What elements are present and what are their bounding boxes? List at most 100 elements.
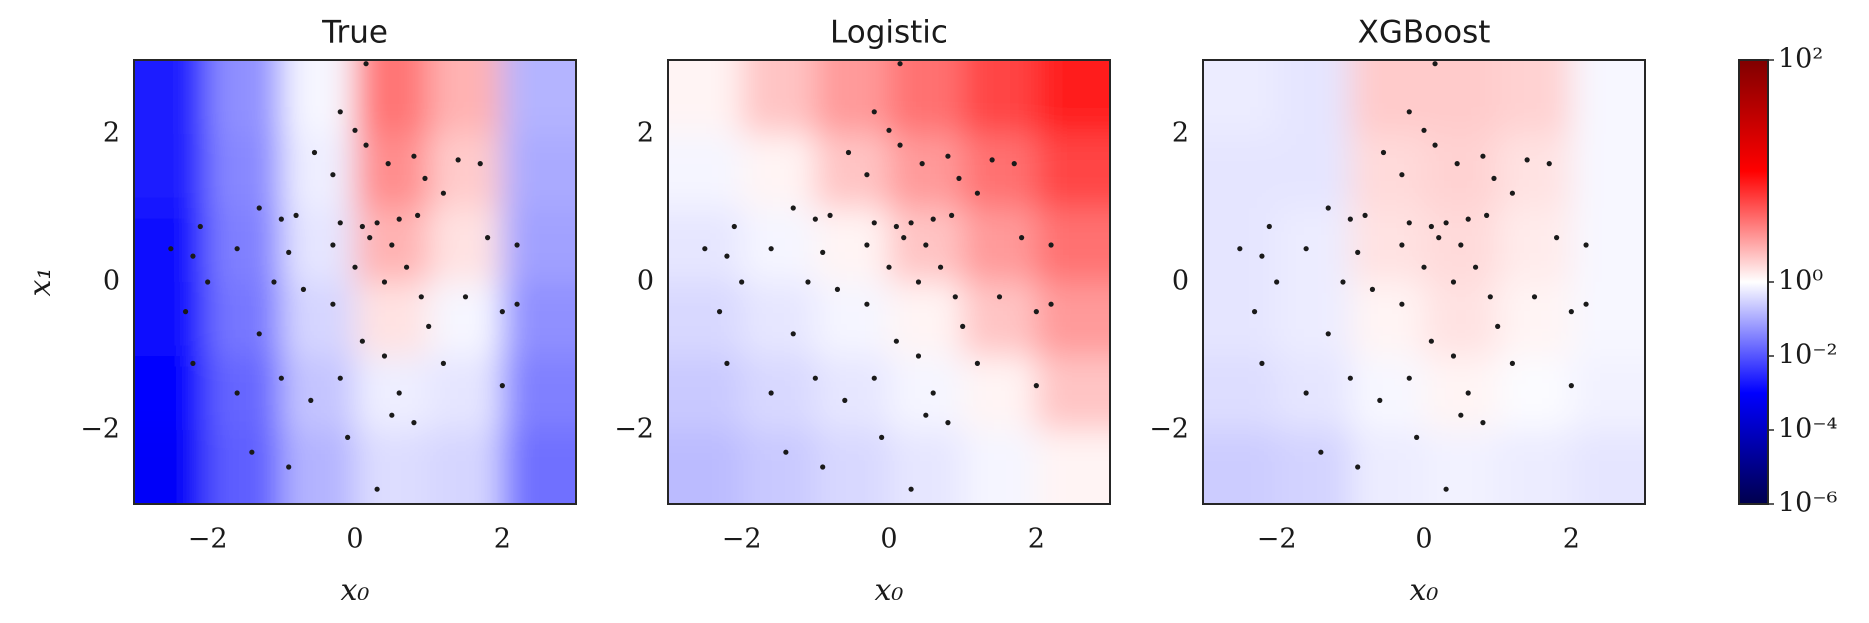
field-cell — [668, 282, 743, 357]
field-cell — [1350, 60, 1425, 135]
field-cell — [1571, 356, 1645, 431]
data-point — [790, 205, 796, 211]
data-point — [415, 212, 421, 218]
data-point — [923, 242, 929, 248]
data-point — [396, 216, 402, 222]
data-point — [915, 279, 922, 285]
data-point — [499, 383, 505, 389]
data-point — [1458, 242, 1464, 248]
data-point — [256, 205, 262, 211]
x-axis-label: x₀ — [875, 573, 904, 608]
x-axis-label: x₀ — [1410, 573, 1439, 608]
data-point — [996, 294, 1003, 300]
data-point — [949, 212, 955, 218]
data-point — [1465, 390, 1471, 396]
field-cell — [741, 282, 817, 357]
data-point — [190, 253, 196, 259]
field — [134, 60, 576, 504]
field-cell — [134, 430, 209, 504]
data-point — [893, 338, 899, 344]
data-point — [300, 286, 307, 292]
data-point — [1583, 242, 1589, 248]
field-cell — [1571, 282, 1645, 357]
data-point — [1450, 279, 1457, 285]
data-point — [182, 309, 189, 315]
data-point — [930, 390, 936, 396]
field-cell — [962, 282, 1038, 357]
x-tick-label: −2 — [722, 524, 762, 555]
field-cell — [502, 282, 576, 357]
field-cell — [889, 356, 964, 431]
data-point — [411, 420, 417, 426]
data-point — [731, 223, 737, 230]
field-cell — [1036, 356, 1110, 431]
field-cell — [134, 282, 209, 357]
field-cell — [1350, 282, 1425, 357]
field-cell — [815, 60, 890, 135]
data-point — [1033, 383, 1039, 389]
data-point — [915, 353, 922, 359]
colorbar-tick-label: 10⁻² — [1778, 340, 1837, 371]
data-point — [440, 190, 446, 196]
field-cell — [281, 208, 356, 283]
data-point — [1465, 216, 1471, 222]
field-cell — [1203, 134, 1278, 209]
field-cell — [741, 60, 817, 135]
data-point — [385, 161, 391, 167]
data-point — [455, 157, 461, 163]
data-point — [352, 264, 358, 270]
field-cell — [281, 356, 356, 431]
data-point — [1472, 264, 1479, 270]
data-point — [1048, 301, 1054, 307]
data-point — [945, 420, 951, 426]
y-tick-label: −2 — [1149, 414, 1189, 445]
field-cell — [815, 208, 890, 283]
data-point — [768, 390, 774, 396]
data-point — [923, 412, 929, 418]
data-point — [311, 149, 318, 156]
colorbar-tick-label: 10⁰ — [1778, 266, 1823, 297]
field-cell — [1424, 60, 1499, 135]
data-point — [827, 212, 833, 218]
data-point — [1303, 246, 1309, 252]
data-point — [1019, 235, 1025, 241]
field-cell — [207, 134, 283, 209]
data-point — [1509, 190, 1515, 196]
field-cell — [428, 208, 504, 283]
data-point — [919, 161, 925, 167]
field-cell — [962, 60, 1038, 135]
data-point — [879, 434, 885, 440]
data-point — [1428, 338, 1434, 344]
field — [1203, 60, 1645, 504]
data-point — [1495, 323, 1501, 329]
field-cell — [1497, 282, 1573, 357]
data-point — [359, 338, 365, 344]
data-point — [842, 397, 848, 403]
plot-frame — [1202, 59, 1646, 505]
data-point — [234, 390, 240, 396]
field-cell — [1571, 208, 1645, 283]
field-cell — [502, 208, 576, 283]
data-point — [418, 294, 424, 300]
data-point — [256, 331, 262, 337]
data-point — [477, 161, 483, 167]
data-point — [1583, 301, 1589, 307]
data-point — [286, 249, 292, 255]
data-point — [1325, 205, 1331, 211]
data-point — [952, 294, 958, 300]
field-cell — [668, 208, 743, 283]
data-point — [1443, 220, 1449, 226]
field-cell — [428, 60, 504, 135]
field-cell — [1350, 356, 1425, 431]
field-cell — [1497, 208, 1573, 283]
data-point — [381, 279, 388, 285]
data-point — [1421, 264, 1427, 270]
y-tick-label: 0 — [1172, 266, 1189, 297]
field-cell — [1036, 430, 1110, 504]
y-tick-label: −2 — [80, 414, 120, 445]
plot-frame — [133, 59, 577, 505]
data-point — [389, 242, 395, 248]
y-tick-label: 0 — [637, 266, 654, 297]
field-cell — [1203, 208, 1278, 283]
